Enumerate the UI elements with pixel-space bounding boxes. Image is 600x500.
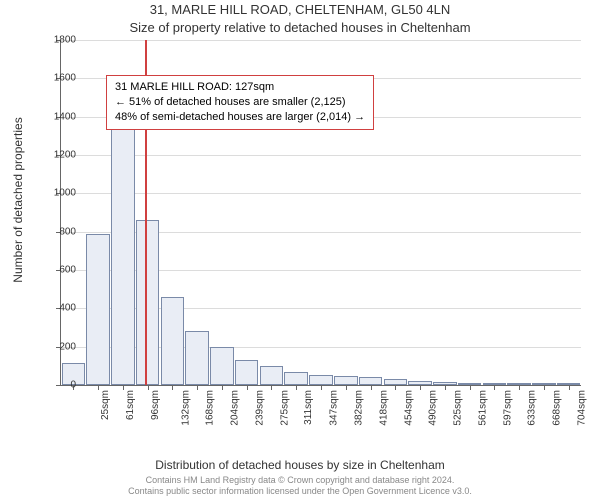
annotation-line2: ← 51% of detached houses are smaller (2,… (115, 95, 365, 110)
x-tick-label: 490sqm (428, 390, 439, 426)
y-tick-label: 0 (46, 380, 76, 391)
x-tick-mark (172, 385, 173, 390)
histogram-bar (433, 382, 457, 385)
x-tick-mark (569, 385, 570, 390)
footer: Contains HM Land Registry data © Crown c… (0, 475, 600, 498)
y-tick-label: 600 (46, 265, 76, 276)
x-tick-mark (222, 385, 223, 390)
histogram-bar (235, 360, 259, 385)
x-tick-mark (544, 385, 545, 390)
x-tick-mark (271, 385, 272, 390)
x-tick-label: 561sqm (477, 390, 488, 426)
annotation-line3: 48% of semi-detached houses are larger (… (115, 110, 365, 125)
x-tick-mark (148, 385, 149, 390)
grid-line (61, 40, 581, 41)
x-tick-label: 168sqm (205, 390, 216, 426)
x-tick-label: 25sqm (100, 390, 111, 420)
x-tick-label: 633sqm (527, 390, 538, 426)
histogram-bar (111, 103, 135, 385)
annotation-line1: 31 MARLE HILL ROAD: 127sqm (115, 80, 365, 95)
histogram-bar (507, 383, 531, 385)
footer-line1: Contains HM Land Registry data © Crown c… (0, 475, 600, 487)
histogram-bar (408, 381, 432, 385)
annotation-box: 31 MARLE HILL ROAD: 127sqm← 51% of detac… (106, 75, 374, 130)
histogram-bar (384, 379, 408, 385)
y-axis-label: Number of detached properties (11, 117, 25, 282)
x-tick-label: 597sqm (502, 390, 513, 426)
x-tick-mark (197, 385, 198, 390)
chart-title-line1: 31, MARLE HILL ROAD, CHELTENHAM, GL50 4L… (0, 2, 600, 17)
x-tick-label: 347sqm (329, 390, 340, 426)
x-axis-label: Distribution of detached houses by size … (0, 458, 600, 472)
y-tick-label: 1000 (46, 188, 76, 199)
x-tick-mark (470, 385, 471, 390)
x-tick-label: 275sqm (279, 390, 290, 426)
x-tick-mark (247, 385, 248, 390)
histogram-bar (458, 383, 482, 385)
x-tick-label: 239sqm (255, 390, 266, 426)
histogram-bar (359, 377, 383, 385)
histogram-bar (185, 331, 209, 385)
x-tick-mark (445, 385, 446, 390)
grid-line (61, 193, 581, 194)
x-tick-mark (371, 385, 372, 390)
chart-title-line2: Size of property relative to detached ho… (0, 20, 600, 35)
histogram-bar (86, 234, 110, 385)
x-tick-mark (395, 385, 396, 390)
histogram-bar (334, 376, 358, 385)
histogram-bar (161, 297, 185, 385)
footer-line2: Contains public sector information licen… (0, 486, 600, 498)
y-tick-label: 400 (46, 303, 76, 314)
histogram-bar (483, 383, 507, 385)
x-tick-label: 96sqm (150, 390, 161, 420)
x-tick-label: 704sqm (576, 390, 587, 426)
histogram-bar (210, 347, 234, 385)
plot-area: 25sqm61sqm96sqm132sqm168sqm204sqm239sqm2… (60, 40, 581, 386)
y-tick-label: 1800 (46, 35, 76, 46)
x-tick-label: 454sqm (403, 390, 414, 426)
chart-area: 25sqm61sqm96sqm132sqm168sqm204sqm239sqm2… (60, 40, 580, 385)
x-tick-label: 132sqm (180, 390, 191, 426)
x-tick-mark (296, 385, 297, 390)
grid-line (61, 155, 581, 156)
histogram-bar (284, 372, 308, 385)
x-tick-label: 418sqm (378, 390, 389, 426)
histogram-bar (557, 383, 581, 385)
x-tick-label: 382sqm (354, 390, 365, 426)
x-tick-mark (321, 385, 322, 390)
y-tick-label: 1600 (46, 73, 76, 84)
y-tick-label: 1200 (46, 150, 76, 161)
y-tick-label: 1400 (46, 111, 76, 122)
y-tick-label: 800 (46, 226, 76, 237)
y-tick-label: 200 (46, 341, 76, 352)
x-tick-label: 204sqm (230, 390, 241, 426)
x-tick-label: 525sqm (453, 390, 464, 426)
x-tick-label: 61sqm (125, 390, 136, 420)
x-tick-label: 668sqm (552, 390, 563, 426)
x-tick-mark (519, 385, 520, 390)
histogram-bar (260, 366, 284, 385)
x-tick-label: 311sqm (303, 390, 314, 425)
x-tick-mark (98, 385, 99, 390)
x-tick-mark (346, 385, 347, 390)
histogram-bar (532, 383, 556, 385)
x-tick-mark (123, 385, 124, 390)
x-tick-mark (494, 385, 495, 390)
chart-container: 31, MARLE HILL ROAD, CHELTENHAM, GL50 4L… (0, 0, 600, 500)
histogram-bar (136, 220, 160, 385)
x-tick-mark (420, 385, 421, 390)
histogram-bar (309, 375, 333, 385)
